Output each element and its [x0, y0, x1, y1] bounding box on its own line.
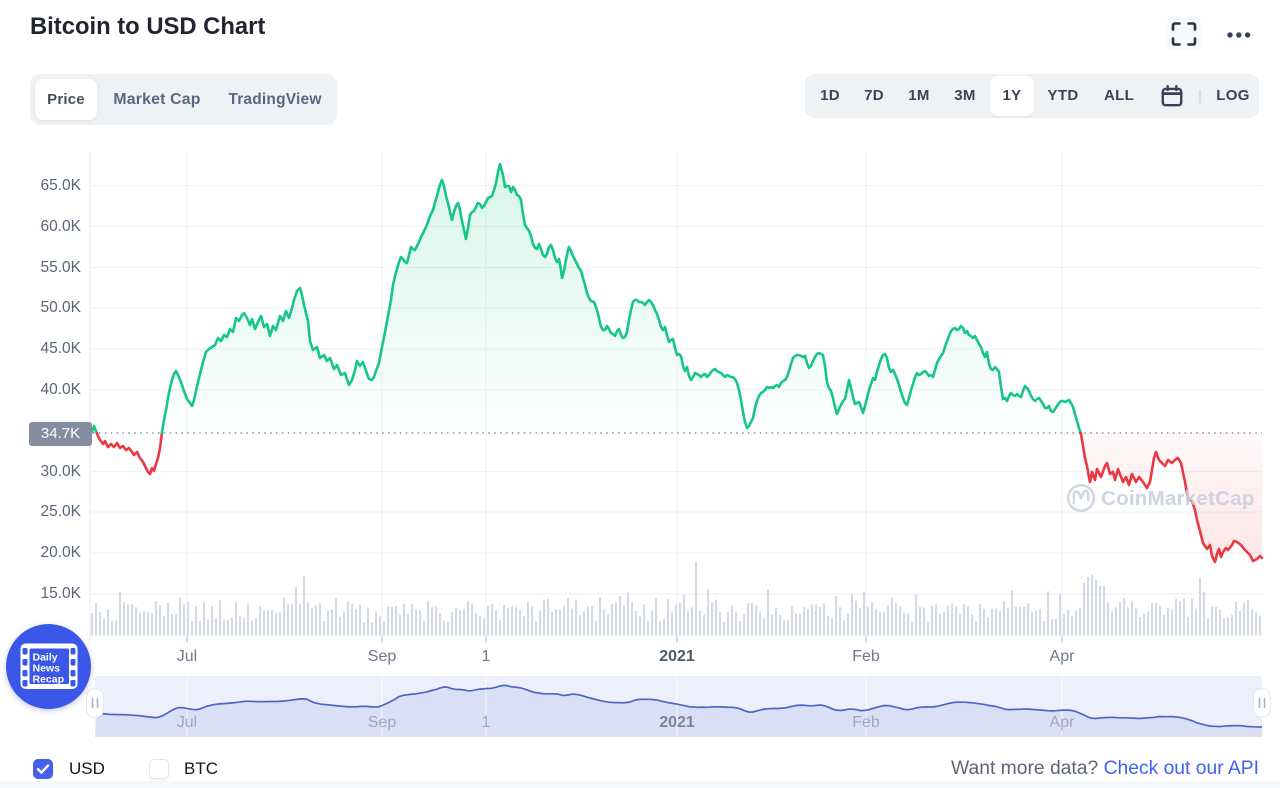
svg-text:Daily: Daily — [33, 652, 58, 664]
svg-text:Recap: Recap — [33, 674, 65, 686]
svg-text:CoinMarketCap: CoinMarketCap — [1101, 487, 1255, 510]
svg-text:News: News — [33, 663, 61, 675]
